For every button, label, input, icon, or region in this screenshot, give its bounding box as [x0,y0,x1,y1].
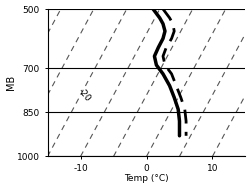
X-axis label: Temp (°C): Temp (°C) [124,174,168,184]
Text: -20: -20 [76,86,92,103]
Y-axis label: MB: MB [6,75,16,90]
